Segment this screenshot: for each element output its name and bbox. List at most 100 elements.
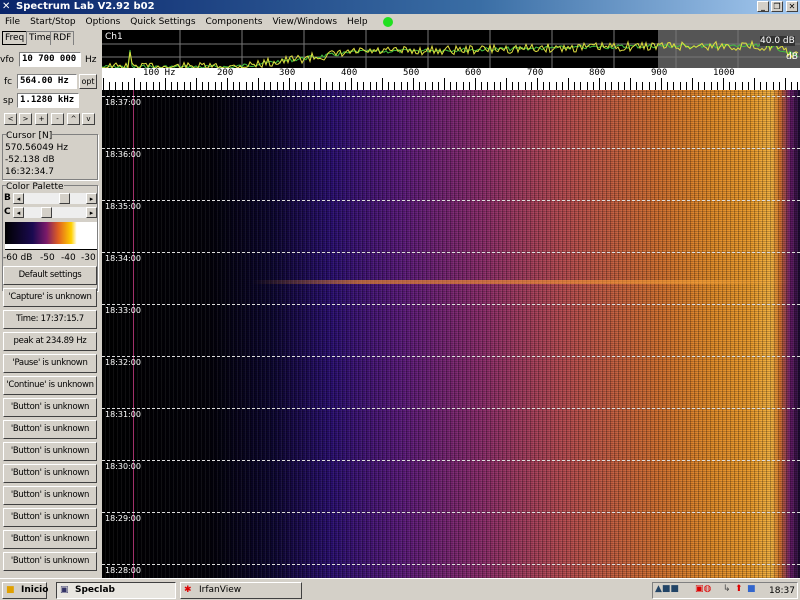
sp-input[interactable]: 1.1280 kHz: [17, 93, 79, 108]
ruler-tick: [561, 82, 563, 90]
tab-freq[interactable]: Freq: [2, 31, 28, 45]
macro-button[interactable]: 'Button' is unknown: [3, 442, 97, 461]
ruler-tick: [716, 82, 718, 90]
ruler-tick: [493, 82, 495, 90]
ruler-tick: [431, 82, 433, 90]
cursor-time: 16:32:34.7: [5, 167, 55, 177]
ruler-tick: [710, 82, 712, 90]
task-irfanview[interactable]: ✱ IrfanView: [180, 582, 302, 599]
menu-start-stop[interactable]: Start/Stop: [30, 17, 76, 27]
db-label: 40.0 dB: [760, 36, 795, 46]
ruler-tick: [518, 82, 520, 90]
spectrum-display[interactable]: Ch1 40.0 dB dB: [102, 30, 800, 68]
ruler-tick: [599, 78, 600, 90]
contrast-slider[interactable]: ◂ ▸: [13, 207, 97, 218]
restore-button[interactable]: ❐: [771, 1, 783, 12]
ruler-tick: [320, 78, 321, 90]
ruler-tick: [276, 82, 278, 90]
minimize-button[interactable]: _: [757, 1, 769, 12]
macro-button[interactable]: 'Button' is unknown: [3, 464, 97, 483]
ruler-tick: [103, 78, 104, 90]
scroll-left-icon[interactable]: ◂: [13, 193, 24, 204]
time-label: 18:35:00: [105, 202, 141, 211]
tray-icon[interactable]: ▲■■: [655, 584, 679, 594]
tray-icon[interactable]: ⬆: [735, 584, 743, 594]
menu-file[interactable]: File: [5, 17, 21, 27]
zoom-in-button[interactable]: +: [35, 113, 48, 125]
macro-button[interactable]: 'Button' is unknown: [3, 552, 97, 571]
tab-rdf[interactable]: RDF: [50, 31, 75, 45]
scroll-right-icon[interactable]: ▸: [86, 207, 97, 218]
ruler-tick: [208, 82, 210, 90]
ruler-tick: [679, 82, 681, 90]
opt-button[interactable]: opt: [79, 74, 97, 89]
ruler-tick: [506, 78, 507, 90]
ruler-tick: [351, 78, 352, 90]
time-label: 18:37:00: [105, 98, 141, 107]
macro-button[interactable]: 'Button' is unknown: [3, 508, 97, 527]
macro-button[interactable]: Time: 17:37:15.7: [3, 310, 97, 329]
ruler-label: 900: [651, 68, 668, 78]
time-gridline: [102, 408, 800, 409]
start-button[interactable]: ■ Inicio: [2, 582, 49, 599]
close-button[interactable]: ✕: [786, 1, 798, 12]
time-label: 18:33:00: [105, 306, 141, 315]
scroll-left-icon[interactable]: ◂: [13, 207, 24, 218]
ruler-tick: [772, 82, 774, 90]
ruler-tick: [760, 82, 762, 90]
fc-input[interactable]: 564.00 Hz: [17, 74, 77, 89]
macro-button[interactable]: 'Pause' is unknown: [3, 354, 97, 373]
scroll-right-icon[interactable]: ▸: [86, 193, 97, 204]
menu-quick-settings[interactable]: Quick Settings: [130, 17, 196, 27]
menu-help[interactable]: Help: [347, 17, 368, 27]
cursor-freq: 570.56049 Hz: [5, 143, 69, 153]
tray-icon[interactable]: ↳: [723, 584, 731, 594]
vfo-input[interactable]: 10 700 000: [19, 52, 81, 67]
macro-button[interactable]: Default settings: [3, 266, 97, 285]
time-gridline: [102, 512, 800, 513]
down-button[interactable]: v: [82, 113, 95, 125]
ruler-tick: [258, 78, 259, 90]
nav-right-button[interactable]: >: [19, 113, 32, 125]
menu-components[interactable]: Components: [205, 17, 263, 27]
menu-view-windows[interactable]: View/Windows: [272, 17, 338, 27]
ruler-tick: [685, 82, 687, 90]
tray-icon[interactable]: ■: [747, 584, 756, 594]
nav-left-button[interactable]: <: [4, 113, 17, 125]
ruler-tick: [636, 82, 638, 90]
ruler-tick: [642, 82, 644, 90]
ruler-tick: [549, 82, 551, 90]
channel-label: Ch1: [105, 32, 123, 42]
brightness-slider[interactable]: ◂ ▸: [13, 193, 97, 204]
menu-options[interactable]: Options: [85, 17, 121, 27]
contrast-thumb[interactable]: [41, 207, 52, 218]
ruler-tick: [468, 82, 470, 90]
vfo-label: vfo: [0, 55, 15, 65]
macro-button[interactable]: 'Button' is unknown: [3, 420, 97, 439]
ruler-tick: [654, 82, 656, 90]
palette-tick: -50: [40, 253, 55, 263]
ruler-tick: [214, 82, 216, 90]
ruler-tick: [723, 78, 724, 90]
tray-icon[interactable]: ▣◍: [695, 584, 712, 594]
macro-button[interactable]: 'Button' is unknown: [3, 486, 97, 505]
task-speclab[interactable]: ▣ Speclab: [56, 582, 176, 599]
status-led-icon: [382, 17, 393, 27]
up-button[interactable]: ^: [67, 113, 80, 125]
macro-button[interactable]: peak at 234.89 Hz: [3, 332, 97, 351]
macro-button[interactable]: 'Button' is unknown: [3, 398, 97, 417]
macro-button[interactable]: 'Capture' is unknown: [3, 288, 97, 307]
frequency-ruler[interactable]: 100 Hz 200 300 400 500 600 700 800 900 1000: [102, 68, 800, 90]
macro-button[interactable]: 'Continue' is unknown: [3, 376, 97, 395]
zoom-out-button[interactable]: -: [51, 113, 64, 125]
ruler-label: 500: [403, 68, 420, 78]
time-label: 18:36:00: [105, 150, 141, 159]
start-label: Inicio: [21, 585, 49, 595]
fc-label: fc: [4, 77, 13, 87]
brightness-thumb[interactable]: [59, 193, 70, 204]
waterfall-display[interactable]: 18:37:00 18:36:00 18:35:00 18:34:00 18:33:00…: [102, 90, 800, 578]
ruler-tick: [537, 78, 538, 90]
ruler-tick: [766, 82, 768, 90]
brightness-label: B: [4, 193, 11, 203]
macro-button[interactable]: 'Button' is unknown: [3, 530, 97, 549]
